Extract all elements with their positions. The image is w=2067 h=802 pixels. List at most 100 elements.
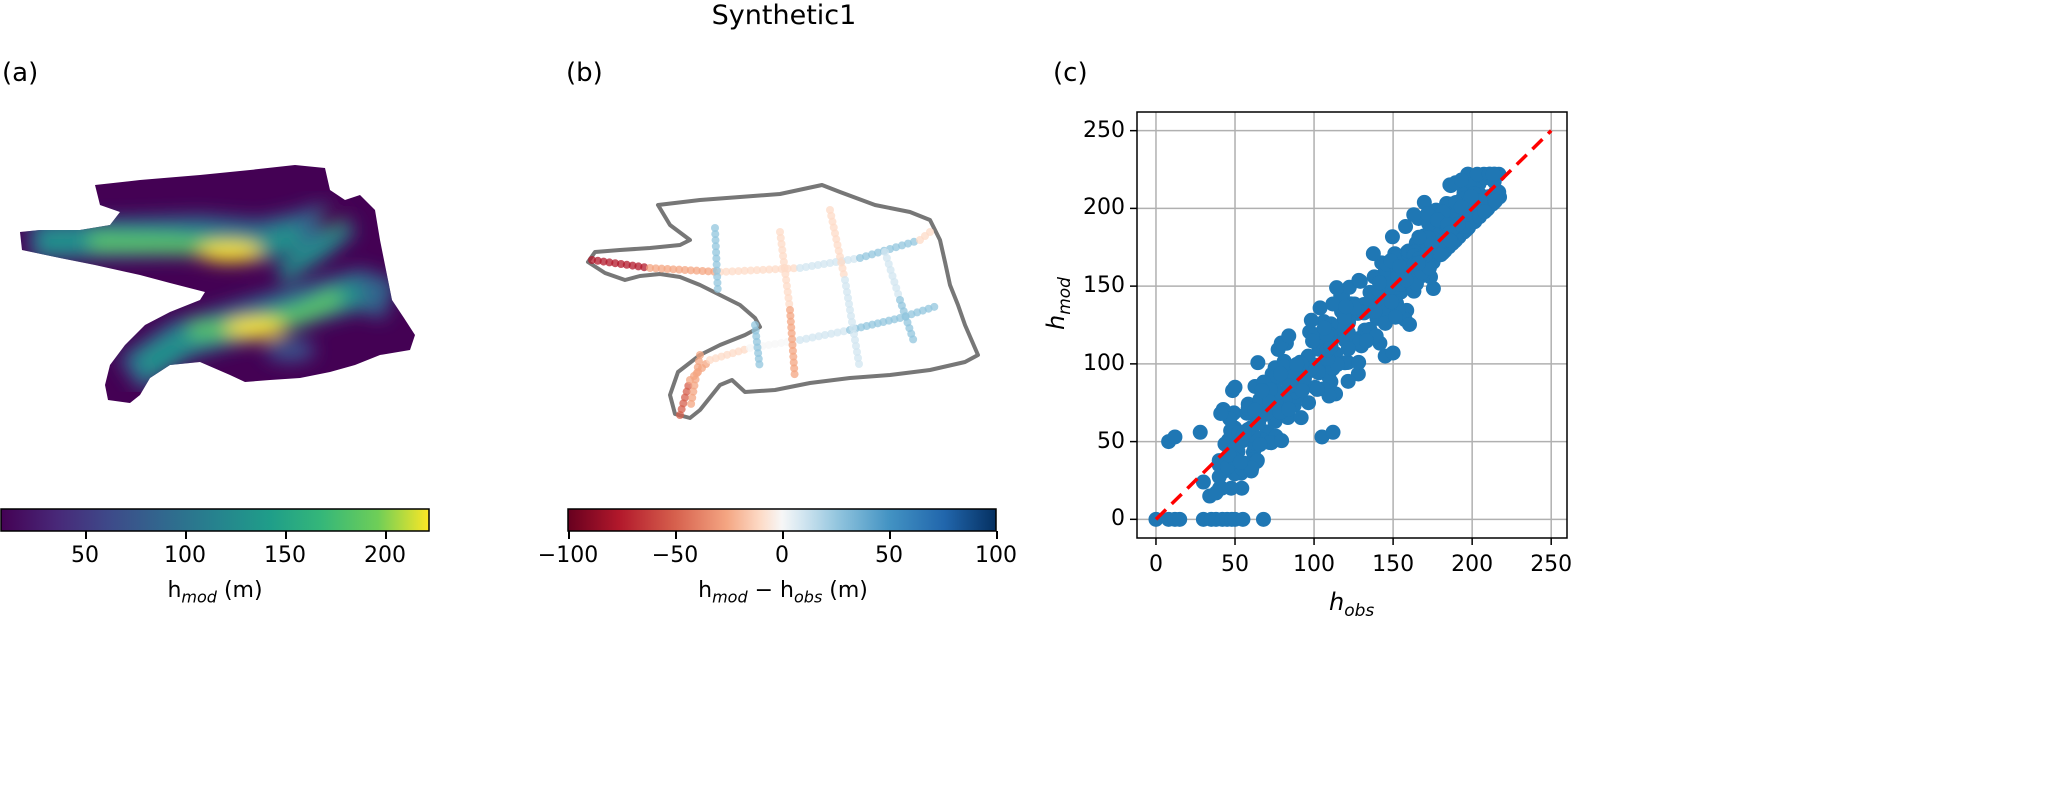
residual-point	[711, 224, 719, 232]
colorbar-tick-mark	[568, 531, 570, 539]
y-tick-label: 150	[1083, 273, 1125, 299]
scatter-point	[1281, 401, 1297, 417]
residual-point	[890, 278, 899, 286]
residual-point	[786, 306, 794, 314]
residual-point	[930, 302, 939, 311]
scatter-point	[1406, 207, 1422, 223]
residual-point	[734, 267, 743, 276]
scatter-point	[1487, 193, 1503, 209]
scatter-point	[1329, 280, 1345, 296]
colorbar-tick-label: 0	[775, 543, 789, 568]
residual-point	[802, 263, 810, 271]
colorbar-tick-label: 150	[264, 543, 306, 568]
scatter-point	[1398, 219, 1414, 235]
residual-point	[711, 242, 720, 251]
residual-point	[692, 266, 701, 275]
scatter-point	[1195, 474, 1211, 490]
colorbar-tick-mark	[85, 531, 87, 539]
scatter-point	[1336, 310, 1352, 326]
residual-point	[696, 351, 704, 359]
colorbar-tick-mark	[185, 531, 187, 539]
residual-point	[892, 284, 901, 292]
residual-point	[771, 340, 779, 348]
residual-point	[786, 311, 795, 320]
residual-point	[646, 264, 654, 272]
x-axis-label: hobs	[1329, 588, 1375, 621]
residual-point	[755, 360, 764, 369]
residual-point	[689, 387, 698, 396]
residual-point	[802, 334, 811, 343]
residual-point	[713, 278, 722, 287]
residual-point	[888, 272, 897, 280]
residual-point	[781, 270, 790, 278]
residual-point	[675, 265, 684, 274]
residual-point	[776, 234, 785, 242]
residual-point	[886, 266, 895, 274]
colorbar-tick-label: −50	[651, 543, 699, 568]
scatter-point	[1213, 405, 1229, 421]
residual-point	[713, 272, 722, 281]
residual-point	[839, 327, 848, 336]
residual-point	[740, 266, 749, 275]
residual-point	[790, 364, 799, 373]
scatter-point	[1453, 199, 1469, 215]
scatter-point	[1469, 166, 1485, 182]
panel-label-c: (c)	[1053, 58, 1088, 88]
scatter-plot	[1130, 111, 1568, 545]
x-tick-label: 100	[1293, 552, 1336, 577]
residual-point	[796, 264, 804, 272]
residual-point	[663, 265, 672, 273]
residual-point	[790, 370, 799, 379]
colorbar-tick-mark	[675, 531, 677, 539]
colorbar-tick-mark	[889, 531, 891, 539]
residual-point	[904, 239, 912, 248]
scatter-point	[1172, 511, 1188, 527]
residual-point	[651, 264, 660, 273]
scatter-point	[1371, 275, 1387, 291]
scatter-point	[1305, 333, 1321, 349]
residual-point	[691, 375, 700, 384]
scatter-point	[1485, 166, 1501, 182]
residual-point	[849, 324, 857, 332]
scatter-point	[1244, 460, 1260, 476]
scatter-point	[1384, 294, 1400, 310]
x-tick-label: 150	[1372, 552, 1415, 577]
residual-point	[855, 360, 863, 368]
residual-point	[777, 339, 786, 347]
scatter-point	[1401, 316, 1417, 332]
residual-point	[868, 250, 876, 259]
residual-point	[782, 276, 791, 284]
scatter-point	[1294, 382, 1310, 398]
residual-point	[713, 284, 722, 293]
scatter-point	[1367, 303, 1383, 319]
scatter-point	[1384, 229, 1400, 245]
residual-point	[788, 346, 797, 355]
colorbar-a	[0, 508, 430, 532]
scatter-point	[1227, 379, 1243, 395]
residual-point	[779, 252, 788, 260]
scatter-point	[1192, 424, 1208, 440]
residual-point	[848, 318, 856, 326]
residual-point	[712, 248, 721, 257]
residual-point	[693, 363, 702, 372]
colorbar-tick-label: 200	[364, 543, 406, 568]
scatter-point	[1208, 485, 1224, 501]
scatter-point	[1365, 246, 1381, 262]
residual-point	[657, 264, 666, 273]
residual-point	[752, 266, 761, 275]
scatter-point	[1352, 273, 1368, 289]
residual-point	[856, 254, 864, 262]
scatter-point	[1463, 189, 1479, 205]
y-tick-label: 50	[1097, 428, 1125, 454]
scatter-point	[1235, 511, 1251, 527]
residual-point	[808, 262, 816, 270]
residual-point	[776, 228, 784, 236]
scatter-point	[1247, 402, 1263, 418]
residual-point	[669, 265, 678, 274]
y-tick-label: 250	[1083, 117, 1125, 143]
residual-point	[698, 267, 707, 275]
residual-point	[712, 254, 721, 263]
scatter-point	[1325, 424, 1341, 440]
panel-label-b: (b)	[566, 58, 603, 88]
scatter-point	[1316, 320, 1332, 336]
